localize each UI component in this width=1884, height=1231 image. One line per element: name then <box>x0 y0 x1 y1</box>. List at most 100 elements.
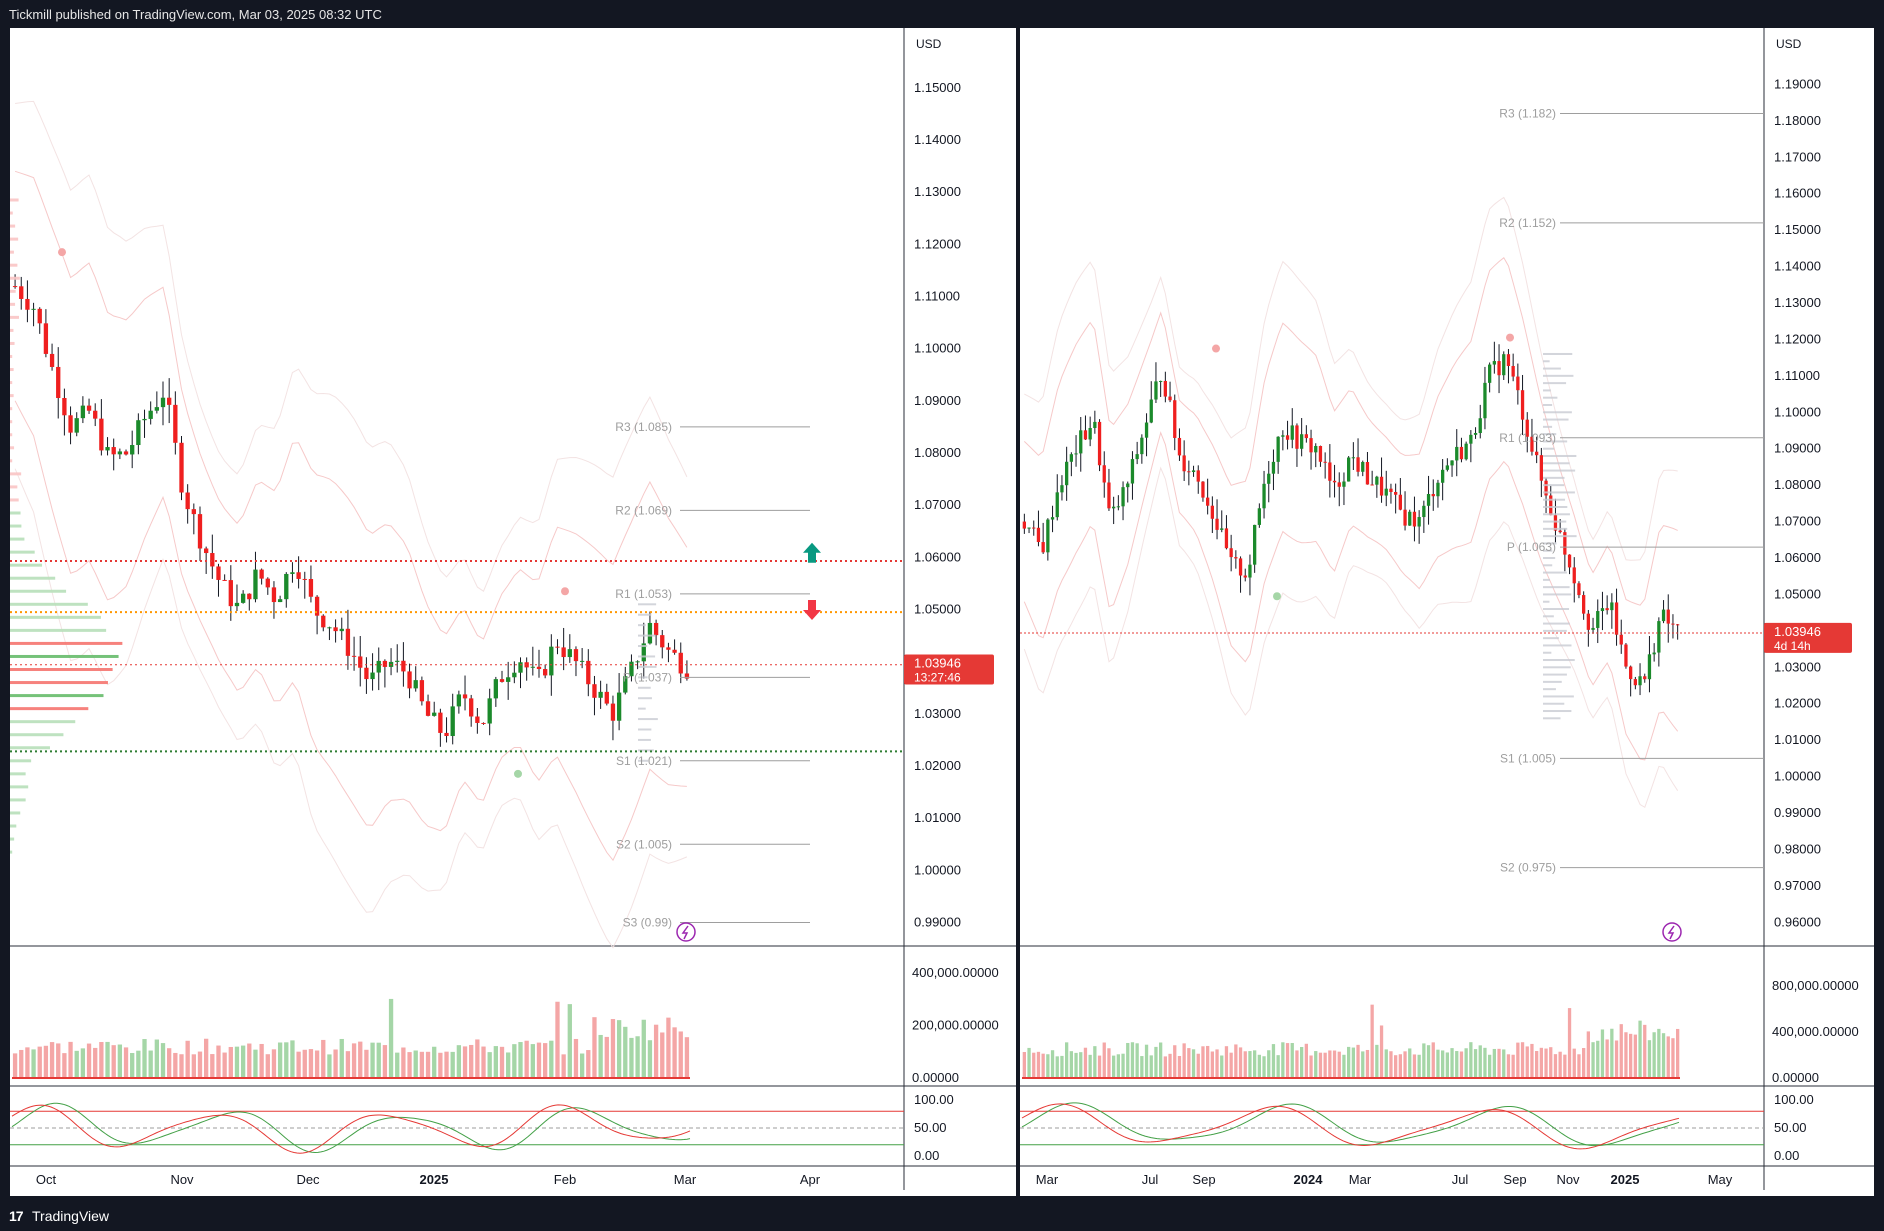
volume-bar <box>419 1051 425 1078</box>
y-tick-label: 1.10000 <box>914 341 961 356</box>
session-profile-bar <box>638 728 652 731</box>
candle-body <box>277 599 283 603</box>
candle-body <box>493 679 499 699</box>
session-profile-bar <box>1543 586 1570 589</box>
volume-bar <box>1220 1055 1224 1078</box>
candle-body <box>450 706 455 737</box>
candle-body <box>1351 457 1355 459</box>
volume-bar <box>105 1041 110 1078</box>
session-profile-bar <box>1543 710 1572 713</box>
volume-bar <box>438 1052 443 1078</box>
volume-bar <box>579 1053 585 1078</box>
volume-bar <box>1629 1033 1633 1078</box>
candle-body <box>130 445 135 455</box>
candle-body <box>1337 482 1341 487</box>
countdown-label: 4d 14h <box>1774 639 1811 653</box>
session-profile-bar <box>1543 433 1557 436</box>
volume-profile-bar <box>10 289 16 293</box>
candle-body <box>1530 436 1534 452</box>
candle-body <box>475 716 480 723</box>
volume-bar <box>1624 1032 1628 1078</box>
pivot-label: P (1.037) <box>623 670 672 684</box>
candle-body <box>1257 508 1261 525</box>
right-chart-panel[interactable]: USD 1.19000 1.18000 1.17000 1.16000 1.15000 1.… <box>1020 28 1874 1196</box>
candle-body <box>1224 528 1229 549</box>
candle-body <box>1525 419 1529 437</box>
candle-body <box>1671 623 1675 625</box>
volume-bar <box>1370 1004 1374 1078</box>
session-profile-bar <box>638 603 657 606</box>
candle-body <box>635 661 640 663</box>
volume-bar <box>49 1042 55 1078</box>
volume-bar <box>1464 1048 1468 1078</box>
volume-bar <box>277 1042 283 1078</box>
candle-body <box>210 553 215 567</box>
volume-bar <box>425 1051 431 1078</box>
left-chart-canvas[interactable]: USD 1.15000 1.14000 1.13000 1.12000 1.11000 1.… <box>10 28 1016 1196</box>
candle-body <box>1365 462 1370 485</box>
marker-dot <box>1273 592 1281 601</box>
volume-bar <box>1262 1056 1266 1078</box>
candle-body <box>160 397 166 408</box>
candle-body <box>1243 575 1247 578</box>
candle-body <box>456 694 462 707</box>
last-price-label: 1.03946 <box>914 655 961 670</box>
volume-bar <box>136 1050 141 1078</box>
session-profile-bar <box>638 749 654 752</box>
y-tick-label: 1.12000 <box>1774 331 1821 346</box>
candle-body <box>1469 434 1473 444</box>
session-profile-bar <box>638 676 648 679</box>
candle-body <box>1417 517 1421 527</box>
volume-bar <box>148 1050 153 1078</box>
volume-profile-bar <box>10 707 89 711</box>
volume-bar <box>339 1038 344 1078</box>
candle-body <box>623 676 628 693</box>
volume-bar <box>1229 1052 1233 1078</box>
volume-bar <box>240 1045 246 1078</box>
volume-bar <box>210 1054 215 1078</box>
volume-bar <box>191 1054 196 1078</box>
candle-body <box>167 397 172 405</box>
right-chart-canvas[interactable]: USD 1.19000 1.18000 1.17000 1.16000 1.15000 1.… <box>1020 28 1874 1196</box>
volume-bar <box>1267 1050 1271 1078</box>
session-profile-bar <box>1543 549 1553 552</box>
volume-bar <box>1558 1051 1562 1078</box>
y-tick-label: 1.13000 <box>1774 295 1821 310</box>
session-profile-bar <box>1543 411 1572 414</box>
volume-bar <box>395 1052 400 1078</box>
left-chart-panel[interactable]: USD 1.15000 1.14000 1.13000 1.12000 1.11000 1.… <box>10 28 1016 1196</box>
candle-body <box>1177 437 1182 456</box>
candle-body <box>1079 430 1083 454</box>
candle-body <box>395 660 400 662</box>
candle-body <box>1408 511 1412 526</box>
candle-body <box>1647 654 1652 680</box>
candle-body <box>191 509 196 515</box>
candle-body <box>222 579 227 581</box>
session-profile-bar <box>1543 491 1575 494</box>
y-tick-label: 1.14000 <box>914 132 961 147</box>
volume-bar <box>1102 1042 1106 1078</box>
volume-bar <box>1445 1052 1449 1078</box>
candle-body <box>641 643 646 662</box>
volume-bar <box>407 1052 412 1078</box>
volume-bar <box>1276 1055 1280 1078</box>
candle-body <box>1426 494 1431 506</box>
volume-bar <box>56 1043 61 1078</box>
volume-bar <box>1347 1046 1351 1078</box>
session-profile-bar <box>1543 425 1553 428</box>
session-profile-bar <box>1543 651 1552 654</box>
volume-bar <box>1154 1046 1158 1078</box>
candle-body <box>1027 527 1031 529</box>
volume-bar <box>1163 1056 1167 1078</box>
volume-bar <box>351 1043 357 1078</box>
volume-profile-bar <box>10 224 16 228</box>
volume-bar <box>1182 1043 1186 1078</box>
volume-bar <box>1097 1055 1102 1078</box>
volume-bar <box>586 1050 591 1078</box>
candle-body <box>1473 433 1478 435</box>
volume-profile-bar <box>10 798 26 802</box>
session-profile-bar <box>1543 440 1568 443</box>
volume-bar <box>80 1048 86 1078</box>
x-tick-label: Apr <box>800 1172 821 1187</box>
candle-body <box>376 660 381 673</box>
